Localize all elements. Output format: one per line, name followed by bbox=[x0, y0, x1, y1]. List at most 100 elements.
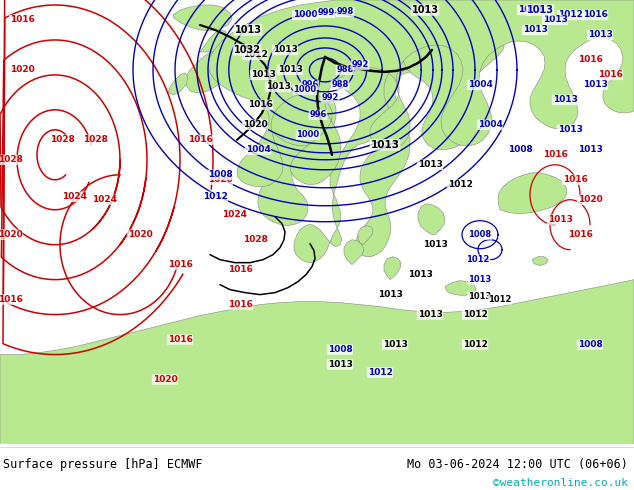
Text: 1016: 1016 bbox=[583, 10, 607, 20]
Polygon shape bbox=[240, 27, 248, 33]
Text: 1004: 1004 bbox=[245, 146, 271, 154]
Text: 1012: 1012 bbox=[243, 50, 268, 59]
Text: 1013: 1013 bbox=[553, 96, 578, 104]
Polygon shape bbox=[445, 281, 476, 295]
Text: 1020: 1020 bbox=[10, 65, 34, 74]
Text: 1013: 1013 bbox=[278, 65, 302, 74]
Text: 1012: 1012 bbox=[368, 368, 392, 377]
Polygon shape bbox=[173, 5, 232, 31]
Text: 1012: 1012 bbox=[463, 310, 488, 319]
Text: 1013: 1013 bbox=[418, 160, 443, 169]
Text: 1020: 1020 bbox=[0, 230, 22, 239]
Text: 988: 988 bbox=[337, 65, 354, 74]
Text: ©weatheronline.co.uk: ©weatheronline.co.uk bbox=[493, 478, 628, 488]
Text: 1004: 1004 bbox=[477, 121, 502, 129]
Text: 1000: 1000 bbox=[297, 130, 320, 139]
Text: 1016: 1016 bbox=[228, 265, 252, 274]
Polygon shape bbox=[168, 73, 188, 95]
Text: 1013: 1013 bbox=[583, 80, 607, 89]
Text: 1020: 1020 bbox=[153, 375, 178, 384]
Text: 1028: 1028 bbox=[0, 155, 22, 164]
Text: 1013: 1013 bbox=[408, 270, 432, 279]
Text: 1013: 1013 bbox=[382, 340, 408, 349]
Text: 1013: 1013 bbox=[526, 5, 553, 15]
Text: 1008: 1008 bbox=[469, 230, 491, 239]
Text: 1013: 1013 bbox=[266, 82, 290, 92]
Text: 992: 992 bbox=[321, 94, 339, 102]
Text: 1013: 1013 bbox=[328, 360, 353, 369]
Text: 1013: 1013 bbox=[273, 46, 297, 54]
Text: 1012: 1012 bbox=[202, 192, 228, 201]
Text: 1000: 1000 bbox=[294, 85, 316, 95]
Polygon shape bbox=[185, 52, 230, 93]
Text: 1013: 1013 bbox=[522, 25, 547, 34]
Text: 1016: 1016 bbox=[167, 335, 193, 344]
Text: 1013: 1013 bbox=[370, 140, 399, 150]
Text: 1020: 1020 bbox=[127, 230, 152, 239]
Polygon shape bbox=[200, 30, 228, 52]
Text: 1020: 1020 bbox=[207, 175, 233, 184]
Polygon shape bbox=[0, 280, 634, 444]
Text: 1024: 1024 bbox=[63, 192, 87, 201]
Text: 1032: 1032 bbox=[233, 45, 261, 55]
Polygon shape bbox=[260, 69, 336, 146]
Polygon shape bbox=[344, 240, 364, 265]
Text: 1012: 1012 bbox=[557, 10, 583, 20]
Text: 996: 996 bbox=[301, 80, 319, 89]
Text: 1013: 1013 bbox=[469, 292, 491, 301]
Text: 998: 998 bbox=[337, 7, 354, 17]
Polygon shape bbox=[208, 0, 634, 187]
Text: 1016: 1016 bbox=[167, 260, 193, 269]
Text: 1028: 1028 bbox=[49, 135, 74, 145]
Text: Surface pressure [hPa] ECMWF: Surface pressure [hPa] ECMWF bbox=[3, 458, 203, 471]
Text: 1024: 1024 bbox=[93, 195, 117, 204]
Text: 1008: 1008 bbox=[207, 171, 233, 179]
Text: 1013: 1013 bbox=[411, 5, 439, 15]
Polygon shape bbox=[260, 71, 321, 127]
Text: 1016: 1016 bbox=[598, 71, 623, 79]
Text: 1020: 1020 bbox=[578, 195, 602, 204]
Text: 1016: 1016 bbox=[0, 295, 22, 304]
Text: 1008: 1008 bbox=[578, 340, 602, 349]
Text: 1016: 1016 bbox=[567, 230, 592, 239]
Text: 1028: 1028 bbox=[82, 135, 107, 145]
Text: Mo 03-06-2024 12:00 UTC (06+06): Mo 03-06-2024 12:00 UTC (06+06) bbox=[407, 458, 628, 471]
Text: 1013: 1013 bbox=[469, 275, 491, 284]
Text: 1016: 1016 bbox=[10, 16, 34, 24]
Text: 1016: 1016 bbox=[228, 300, 252, 309]
Text: 1028: 1028 bbox=[243, 235, 268, 244]
Polygon shape bbox=[312, 147, 332, 172]
Text: 1004: 1004 bbox=[467, 80, 493, 89]
Text: 1013: 1013 bbox=[578, 146, 602, 154]
Text: 1016: 1016 bbox=[247, 100, 273, 109]
Text: 1013: 1013 bbox=[543, 16, 567, 24]
Text: 1013: 1013 bbox=[588, 30, 612, 40]
Polygon shape bbox=[418, 204, 445, 235]
Polygon shape bbox=[258, 116, 314, 226]
Text: 1024: 1024 bbox=[223, 210, 247, 219]
Polygon shape bbox=[403, 0, 505, 150]
Text: 1016: 1016 bbox=[562, 175, 588, 184]
Text: 1016: 1016 bbox=[578, 55, 602, 64]
Text: 1013: 1013 bbox=[418, 310, 443, 319]
Polygon shape bbox=[294, 0, 452, 263]
Text: 1016: 1016 bbox=[543, 150, 567, 159]
Polygon shape bbox=[356, 0, 433, 257]
Text: 996: 996 bbox=[309, 110, 327, 120]
Text: 1008: 1008 bbox=[508, 146, 533, 154]
Text: 1012: 1012 bbox=[448, 180, 472, 189]
Text: 1013: 1013 bbox=[517, 5, 543, 15]
Polygon shape bbox=[532, 257, 548, 266]
Text: 1013: 1013 bbox=[378, 290, 403, 299]
Text: 1013: 1013 bbox=[423, 240, 448, 249]
Text: 1016: 1016 bbox=[188, 135, 212, 145]
Text: 992: 992 bbox=[351, 60, 369, 70]
Text: 1013: 1013 bbox=[548, 215, 573, 224]
Text: 1013: 1013 bbox=[557, 125, 583, 134]
Text: 1012: 1012 bbox=[463, 340, 488, 349]
Polygon shape bbox=[358, 226, 373, 245]
Text: 1013: 1013 bbox=[235, 25, 261, 35]
Text: 1012: 1012 bbox=[467, 255, 489, 264]
Polygon shape bbox=[384, 257, 401, 280]
Text: 1013: 1013 bbox=[250, 71, 275, 79]
